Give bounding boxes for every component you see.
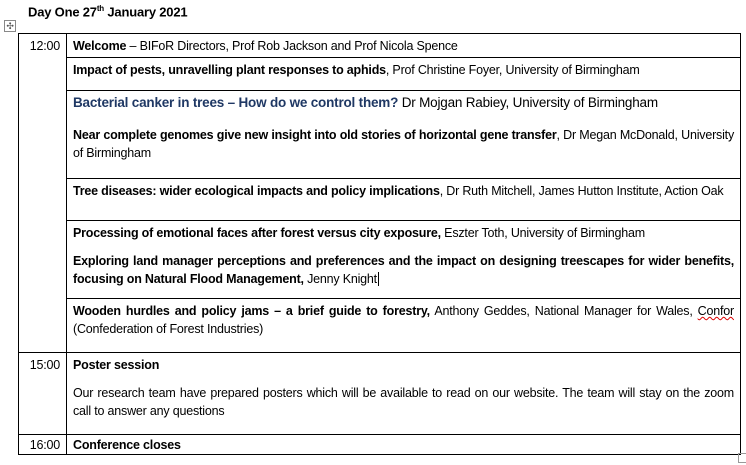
table-row: 12:00 Welcome – BIFoR Directors, Prof Ro… [18,33,741,58]
session-cell[interactable]: Processing of emotional faces after fore… [66,220,741,299]
table-row: Wooden hurdles and policy jams – a brief… [18,298,741,353]
misspelled-word[interactable]: Confor [697,304,735,318]
table-row: Tree diseases: wider ecological impacts … [18,178,741,221]
table-row: 15:00 Poster session Our research team h… [18,352,741,435]
session-cell[interactable]: Impact of pests, unravelling plant respo… [66,57,741,91]
table-row: Bacterial canker in trees – How do we co… [18,90,741,179]
document-title: Day One 27th January 2021 [28,4,188,20]
table-end-mark [738,453,746,463]
table-row: Processing of emotional faces after fore… [18,220,741,299]
time-cell: 16:00 [18,434,67,455]
session-cell[interactable]: Poster session Our research team have pr… [66,352,741,435]
session-cell[interactable]: Bacterial canker in trees – How do we co… [66,90,741,179]
move-arrows-icon[interactable]: ✣ [4,20,16,32]
session-cell[interactable]: Wooden hurdles and policy jams – a brief… [66,298,741,353]
schedule-table: 12:00 Welcome – BIFoR Directors, Prof Ro… [18,33,741,455]
time-cell: 15:00 [18,352,67,435]
session-cell[interactable]: Tree diseases: wider ecological impacts … [66,178,741,221]
time-cell: 12:00 [18,33,67,58]
table-row: Impact of pests, unravelling plant respo… [18,57,741,91]
text-cursor: Jenny Knight [303,272,379,286]
session-cell[interactable]: Conference closes [66,434,741,455]
session-cell[interactable]: Welcome – BIFoR Directors, Prof Rob Jack… [66,33,741,58]
table-row: 16:00 Conference closes [18,434,741,455]
